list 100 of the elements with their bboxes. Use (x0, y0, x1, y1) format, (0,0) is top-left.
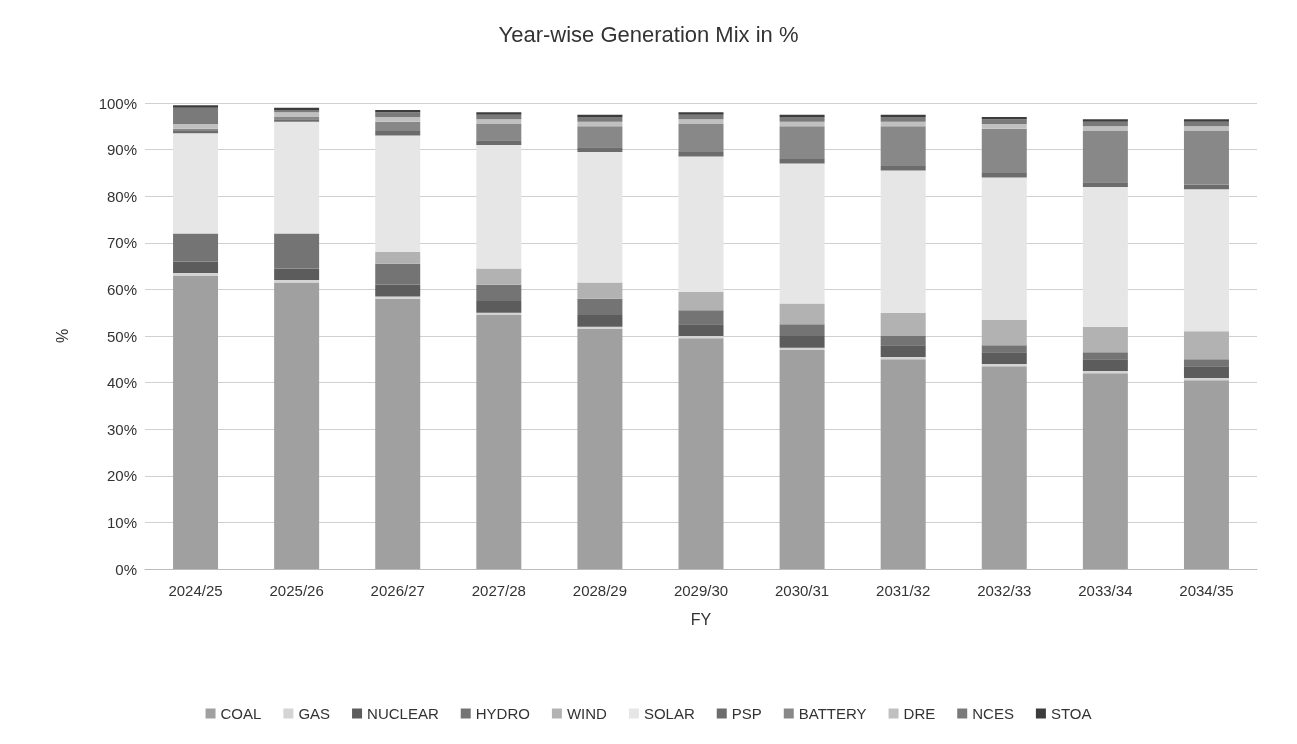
bar (476, 112, 522, 115)
bar (1082, 186, 1128, 327)
bar (880, 126, 926, 166)
x-tick-label: 2032/33 (977, 582, 1032, 599)
bar (678, 324, 724, 336)
bar (577, 126, 623, 148)
bar (779, 324, 825, 336)
bar (476, 268, 522, 285)
legend-label: SOLAR (643, 705, 695, 722)
bar (981, 119, 1027, 124)
legend-label: HYDRO (475, 705, 530, 722)
bar (476, 284, 522, 302)
bar (1183, 189, 1229, 332)
bar (779, 336, 825, 348)
legend-label: STOA (1050, 705, 1092, 722)
x-tick-label: 2027/28 (471, 582, 526, 599)
bar (476, 144, 522, 269)
bar (1082, 130, 1128, 183)
bar (375, 130, 421, 136)
bar (678, 123, 724, 152)
bar (1183, 331, 1229, 360)
x-tick-label: 2028/29 (572, 582, 628, 599)
bar (375, 252, 421, 264)
bar (880, 170, 926, 313)
x-tick-label: 2034/35 (1179, 582, 1234, 599)
bar (375, 284, 421, 297)
bar (880, 312, 926, 336)
chart-title: Year-wise Generation Mix in % (498, 21, 799, 47)
legend-label: COAL (220, 705, 262, 722)
bar (476, 315, 522, 569)
bar (1082, 119, 1128, 122)
legend-label: DRE (903, 705, 936, 722)
bar (577, 151, 623, 283)
bar (981, 172, 1027, 178)
bar (375, 112, 421, 117)
bar (476, 119, 522, 124)
x-axis-title: FY (690, 610, 712, 628)
bar (375, 121, 421, 131)
legend-label: NUCLEAR (367, 705, 439, 722)
bar (981, 345, 1027, 353)
bar (1082, 373, 1128, 569)
bar (779, 126, 825, 159)
bar (678, 291, 724, 311)
bar (981, 319, 1027, 346)
y-tick-label: 70% (106, 234, 137, 252)
bar (577, 116, 623, 122)
y-tick-label: 50% (106, 327, 137, 345)
y-tick-label: 10% (106, 513, 137, 531)
legend-label: NCES (972, 705, 1014, 722)
bar (678, 151, 724, 157)
bar (981, 177, 1027, 320)
y-tick-label: 20% (106, 467, 137, 485)
bar (375, 298, 421, 569)
x-tick-label: 2024/25 (168, 582, 223, 599)
x-tick-label: 2033/34 (1078, 582, 1133, 599)
bar (577, 329, 623, 569)
bar (880, 345, 926, 357)
y-tick-label: 80% (106, 187, 137, 205)
y-tick-label: 90% (106, 141, 137, 159)
bar (274, 233, 320, 269)
bar (1082, 359, 1128, 371)
y-tick-label: 100% (98, 94, 137, 112)
bar (678, 112, 724, 115)
y-axis-title: % (53, 328, 71, 344)
x-tick-label: 2029/30 (673, 582, 729, 599)
bar (779, 116, 825, 122)
bar (577, 298, 623, 316)
legend-label: GAS (298, 705, 331, 722)
bar (981, 366, 1027, 569)
bar (779, 158, 825, 164)
bar (173, 123, 219, 129)
bar (678, 310, 724, 325)
bar (1183, 119, 1229, 122)
bar (476, 123, 522, 141)
bar (274, 268, 320, 281)
x-tick-label: 2025/26 (269, 582, 324, 599)
bar (779, 303, 825, 325)
bar (779, 349, 825, 569)
bar (173, 261, 219, 274)
bar (1183, 130, 1229, 185)
bar (375, 135, 421, 253)
bar (981, 123, 1027, 129)
legend-label: WIND (566, 705, 608, 722)
bar (476, 140, 522, 145)
bar (880, 336, 926, 346)
bar (274, 112, 320, 117)
bar (981, 352, 1027, 364)
bar (173, 107, 219, 124)
bar (375, 263, 421, 285)
legend-label: BATTERY (798, 705, 867, 722)
bar (779, 163, 825, 304)
bar (1183, 380, 1229, 569)
bar (173, 233, 219, 262)
bar (880, 116, 926, 122)
bar (678, 156, 724, 292)
bar (1082, 352, 1128, 360)
bar (577, 315, 623, 327)
bar (476, 301, 522, 313)
bar (678, 119, 724, 124)
bar (1183, 126, 1229, 131)
